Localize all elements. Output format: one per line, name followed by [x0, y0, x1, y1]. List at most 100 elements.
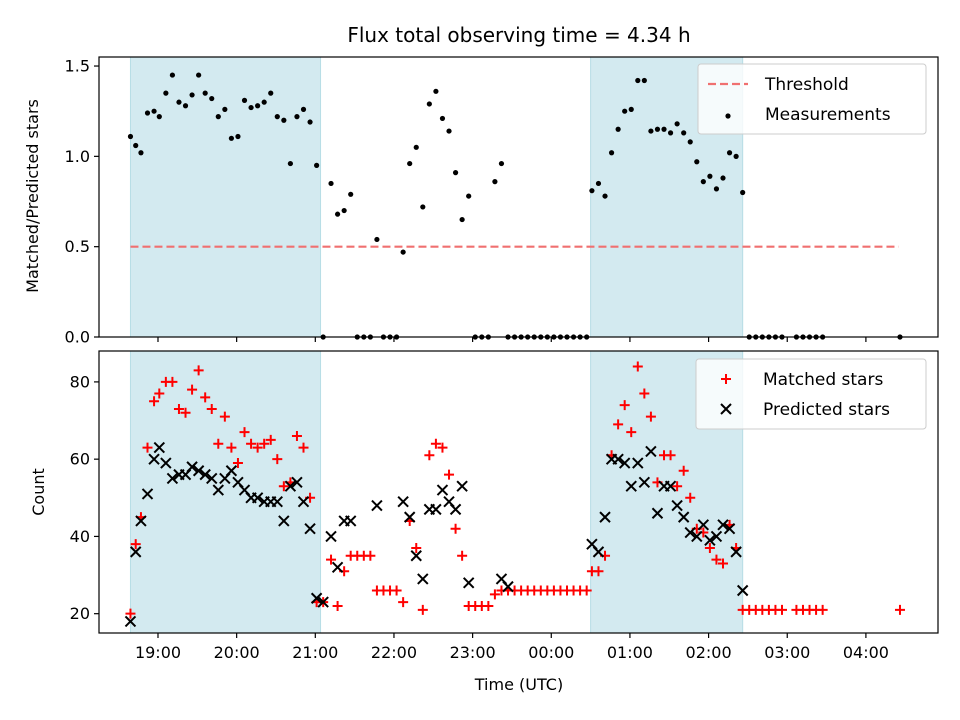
bottom-legend-box: [695, 358, 927, 430]
matched-star-point: [665, 450, 676, 461]
predicted-star-point: [325, 530, 337, 543]
measurement-point: [459, 216, 465, 223]
matched-star-point: [278, 481, 289, 492]
matched-star-point: [817, 604, 828, 615]
predicted-star-point: [271, 495, 283, 508]
measurement-point: [307, 119, 313, 125]
matched-star-point: [272, 454, 283, 465]
matched-star-point: [776, 604, 787, 615]
predicted-star-point: [430, 503, 442, 516]
legend-matched-swatch: [721, 374, 731, 384]
measurement-point: [189, 92, 195, 98]
matched-star-point: [239, 427, 250, 438]
legend-predicted-swatch: [720, 403, 732, 415]
measurement-point: [268, 90, 274, 96]
predicted-star-point: [225, 465, 238, 477]
matched-star-point: [180, 407, 191, 418]
x-tick-label: 02:00: [686, 643, 732, 662]
top-plot-frame: [98, 56, 939, 338]
matched-star-point: [645, 411, 656, 422]
measurement-point: [228, 135, 235, 141]
measurement-point: [400, 249, 406, 255]
measurement-point: [681, 130, 687, 136]
x-tick-label: 23:00: [450, 643, 496, 662]
predicted-star-point: [310, 592, 323, 604]
measurement-point: [241, 97, 248, 103]
measurement-point: [274, 114, 280, 120]
measurement-point: [720, 175, 726, 181]
matched-star-point: [391, 585, 402, 596]
legend-threshold-label: Threshold: [764, 75, 849, 95]
matched-star-point: [718, 558, 729, 569]
measurement-point: [687, 139, 693, 145]
matched-star-point: [265, 434, 276, 445]
measurement-point: [602, 193, 608, 199]
measurement-point: [261, 99, 267, 105]
top-y-axis-label: Matched/Predicted stars: [23, 99, 42, 293]
matched-star-point: [154, 388, 165, 399]
matched-star-point: [685, 492, 696, 503]
matched-star-point: [626, 427, 637, 438]
predicted-star-point: [410, 550, 422, 562]
measurement-point: [163, 90, 169, 96]
measurement-point: [420, 204, 426, 210]
predicted-star-point: [199, 468, 211, 481]
predicted-star-point: [462, 577, 475, 589]
matched-star-point: [704, 543, 715, 554]
x-tick-label: 03:00: [764, 643, 810, 662]
predicted-star-point: [192, 465, 205, 477]
predicted-star-point: [124, 615, 137, 628]
measurement-point: [439, 115, 446, 122]
predicted-star-point: [651, 507, 664, 519]
matched-star-point: [711, 554, 722, 565]
top-shaded-interval: [129, 56, 322, 338]
x-axis-label: Time (UTC): [474, 675, 563, 694]
measurement-point: [328, 180, 334, 187]
matched-star-point: [489, 589, 500, 600]
predicted-star-point: [664, 480, 677, 492]
measurement-point: [255, 103, 261, 109]
predicted-star-point: [599, 511, 611, 523]
x-tick-label: 22:00: [371, 643, 417, 662]
predicted-star-point: [449, 503, 462, 516]
matched-star-point: [444, 469, 455, 480]
matched-star-point: [219, 411, 230, 422]
predicted-star-point: [251, 492, 264, 504]
predicted-star-point: [186, 461, 198, 473]
predicted-star-point: [129, 546, 142, 558]
predicted-star-point: [723, 522, 736, 535]
matched-star-point: [167, 376, 178, 387]
predicted-star-point: [212, 484, 225, 496]
measurement-point: [595, 180, 602, 187]
measurement-point: [615, 126, 621, 132]
measurement-point: [341, 207, 347, 214]
matched-star-point: [619, 400, 630, 411]
matched-star-point: [291, 430, 302, 441]
measurement-point: [628, 106, 634, 112]
matched-star-point: [252, 442, 263, 453]
top-legend: Threshold Measurements: [697, 63, 927, 135]
measurement-point: [667, 130, 674, 136]
measurement-point: [694, 159, 700, 165]
measurement-point: [498, 160, 505, 167]
predicted-star-point: [291, 476, 303, 489]
matched-star-point: [639, 388, 650, 399]
measurement-point: [348, 191, 354, 197]
measurement-point: [127, 133, 134, 140]
predicted-star-point: [671, 499, 683, 512]
measurement-point: [182, 103, 189, 109]
predicted-star-point: [618, 457, 631, 469]
predicted-star-point: [632, 457, 644, 469]
matched-star-point: [457, 550, 468, 561]
measurement-point: [635, 77, 641, 84]
matched-star-point: [411, 543, 422, 554]
predicted-star-point: [160, 457, 172, 469]
predicted-star-point: [612, 453, 624, 465]
measurement-point: [740, 189, 746, 196]
matched-star-point: [613, 419, 624, 430]
x-tick-label: 00:00: [528, 643, 574, 662]
measurement-point: [654, 126, 661, 132]
predicted-star-point: [704, 534, 716, 546]
matched-star-point: [450, 523, 461, 534]
